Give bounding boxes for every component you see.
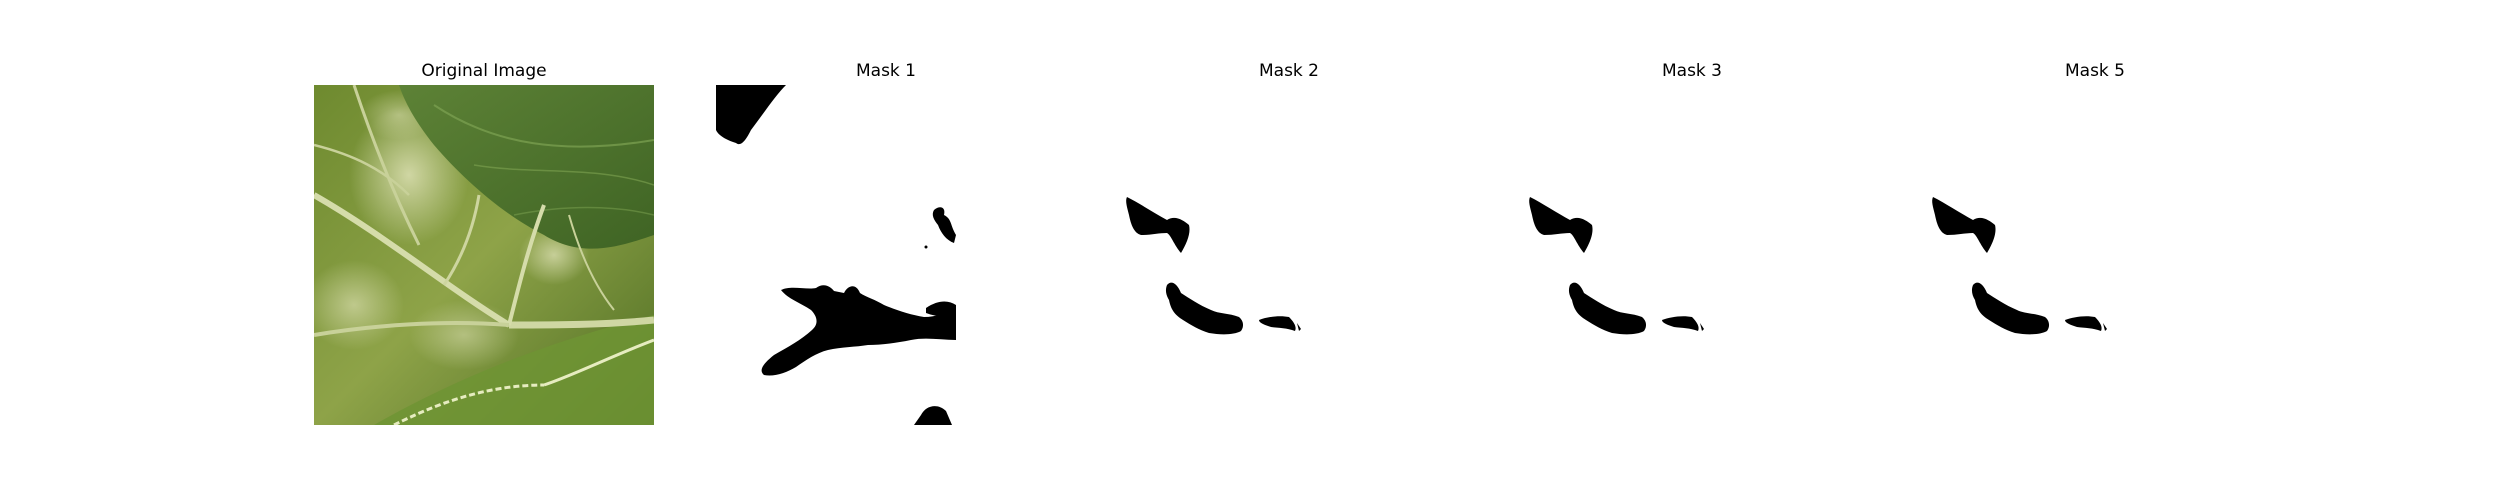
- panel-original-image: Original Image: [314, 0, 654, 500]
- mask-image: [1925, 85, 2265, 425]
- mask-image: [1522, 85, 1862, 425]
- panel-title: Mask 1: [855, 61, 916, 81]
- panel-mask-2: Mask 2: [1119, 0, 1459, 500]
- panel-mask-3: Mask 3: [1522, 0, 1862, 500]
- panel-mask-1: Mask 1: [716, 0, 1056, 500]
- panel-mask-5: Mask 5: [1925, 0, 2265, 500]
- panel-title: Original Image: [421, 61, 547, 81]
- panel-title: Mask 2: [1258, 61, 1319, 81]
- mask-image: [1119, 85, 1459, 425]
- panel-title: Mask 3: [1661, 61, 1722, 81]
- leaf-photo: [314, 85, 654, 425]
- mask-image: [716, 85, 1056, 425]
- panel-title: Mask 5: [2064, 61, 2125, 81]
